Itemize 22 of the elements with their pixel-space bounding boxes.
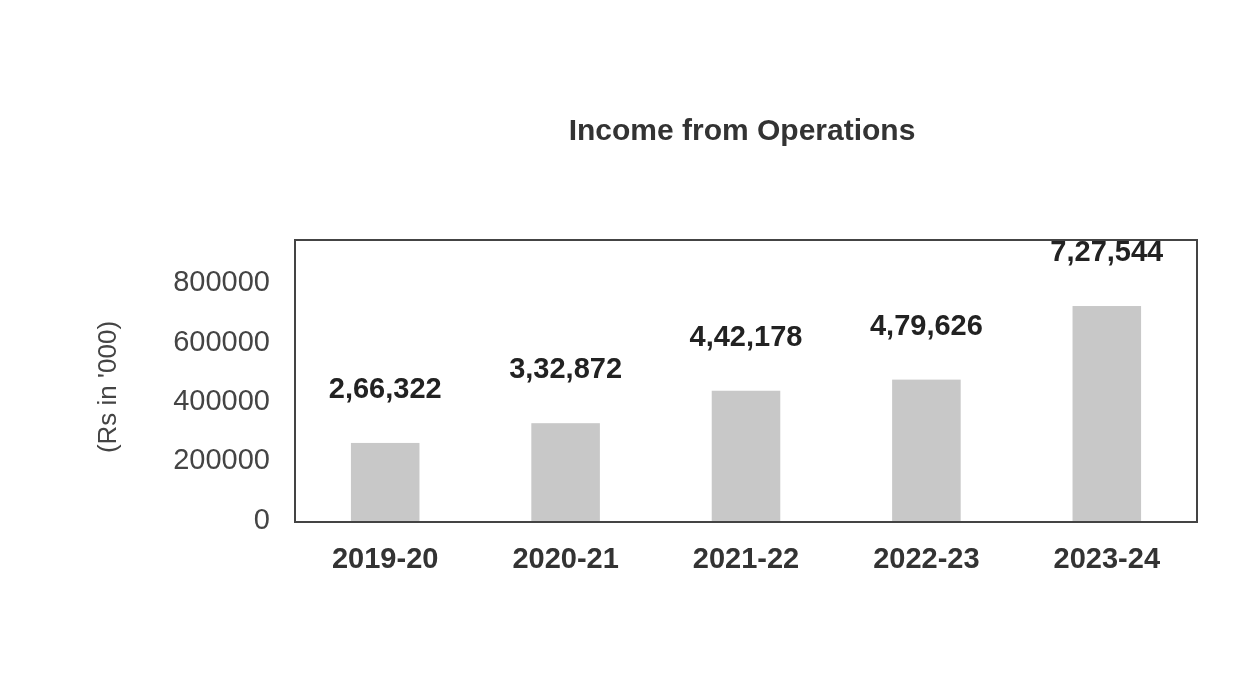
data-label: 4,79,626 xyxy=(869,308,983,341)
bar xyxy=(711,390,781,522)
y-tick-label: 200000 xyxy=(173,443,270,476)
x-tick-label: 2023-24 xyxy=(1053,542,1161,574)
y-tick-label: 400000 xyxy=(173,383,270,416)
x-tick-label: 2019-20 xyxy=(331,542,439,574)
x-tick-label: 2022-23 xyxy=(873,542,980,574)
data-label: 4,42,178 xyxy=(689,319,803,352)
bar xyxy=(350,442,420,522)
data-label: 3,32,872 xyxy=(509,352,623,385)
bar xyxy=(1072,306,1142,522)
data-label: 2,66,322 xyxy=(328,371,442,404)
y-tick-label: 600000 xyxy=(173,324,270,357)
chart-title: Income from Operations xyxy=(568,113,916,146)
x-tick-label: 2020-21 xyxy=(512,542,619,574)
bar xyxy=(892,379,961,522)
y-tick-label: 800000 xyxy=(173,265,270,298)
data-label: 7,27,544 xyxy=(1050,235,1164,268)
y-tick-label: 0 xyxy=(253,502,270,535)
bar xyxy=(531,423,600,522)
x-tick-label: 2021-22 xyxy=(692,542,800,574)
y-axis-title: (Rs in '000) xyxy=(92,320,122,454)
